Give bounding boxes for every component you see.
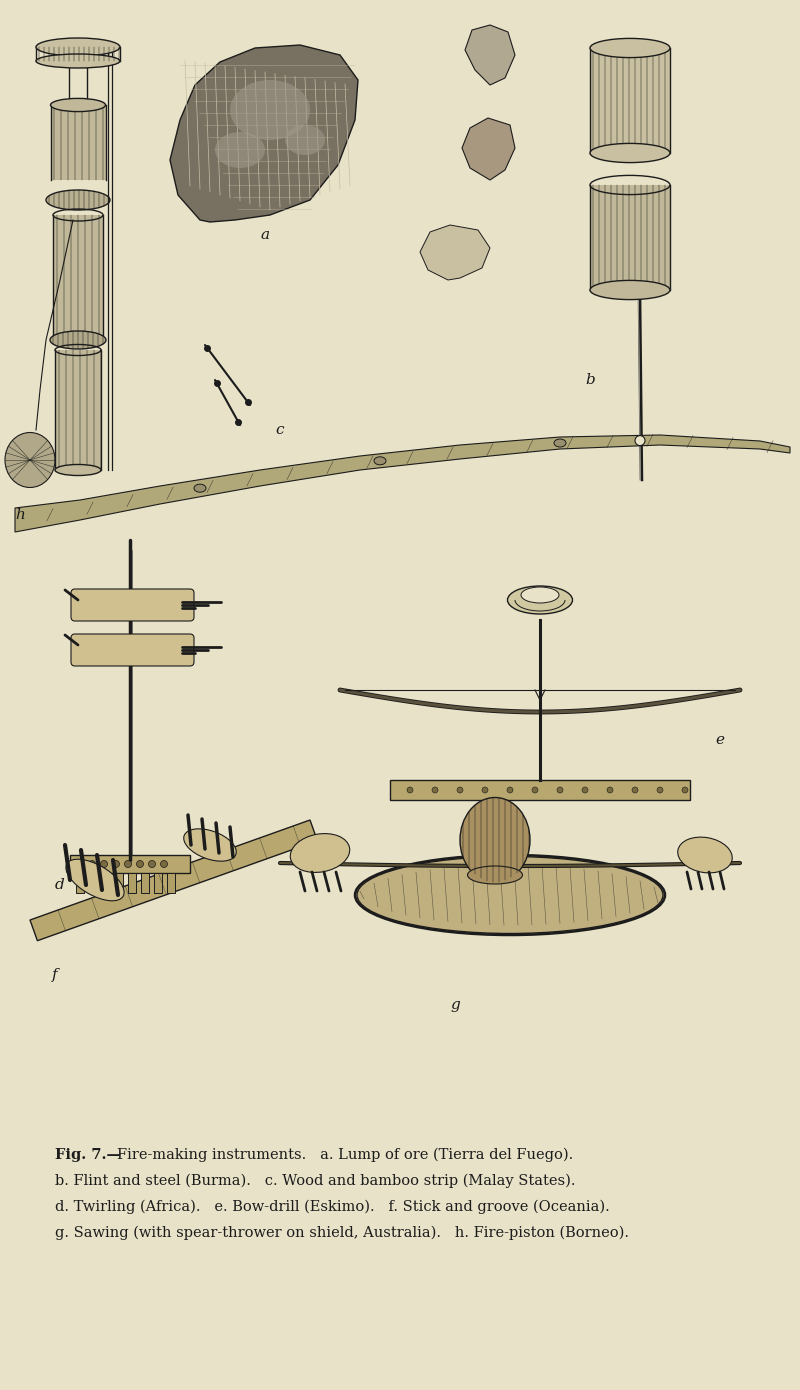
Circle shape [101,860,107,867]
Ellipse shape [467,866,522,884]
Text: g: g [450,998,460,1012]
Text: Fire-making instruments.   a. Lump of ore (Tierra del Fuego).: Fire-making instruments. a. Lump of ore … [117,1148,574,1162]
Ellipse shape [521,587,559,603]
Text: e: e [715,733,725,746]
Circle shape [557,787,563,794]
Text: c: c [276,423,284,436]
Bar [128,873,136,892]
Ellipse shape [36,54,120,68]
Bar [89,873,97,892]
Circle shape [607,787,613,794]
Bar [55,350,101,470]
Ellipse shape [215,132,265,168]
Bar [590,185,670,291]
Ellipse shape [5,432,55,488]
Ellipse shape [184,828,236,862]
Circle shape [137,860,143,867]
Ellipse shape [230,81,310,140]
Circle shape [407,787,413,794]
Bar [390,780,690,801]
Circle shape [532,787,538,794]
Polygon shape [170,44,358,222]
Circle shape [457,787,463,794]
FancyBboxPatch shape [71,634,194,666]
Polygon shape [30,820,318,941]
Polygon shape [462,118,515,179]
Ellipse shape [55,464,101,475]
Ellipse shape [374,457,386,464]
Bar [167,873,175,892]
Ellipse shape [50,331,106,349]
Bar [53,215,103,335]
Circle shape [125,860,131,867]
Ellipse shape [678,837,732,873]
Text: Fig. 7.—: Fig. 7.— [55,1148,121,1162]
Polygon shape [465,25,515,85]
Ellipse shape [460,798,530,883]
Bar [154,873,162,892]
Circle shape [161,860,167,867]
Text: h: h [15,507,25,523]
Circle shape [149,860,155,867]
Ellipse shape [36,38,120,56]
Bar [141,873,149,892]
Bar [50,106,106,179]
Circle shape [657,787,663,794]
Ellipse shape [590,281,670,300]
Text: g. Sawing (with spear-thrower on shield, Australia).   h. Fire-piston (Borneo).: g. Sawing (with spear-thrower on shield,… [55,1226,629,1240]
Circle shape [682,787,688,794]
Circle shape [89,860,95,867]
Text: b. Flint and steel (Burma).   c. Wood and bamboo strip (Malay States).: b. Flint and steel (Burma). c. Wood and … [55,1173,575,1188]
Ellipse shape [355,855,665,935]
Ellipse shape [590,39,670,57]
Ellipse shape [507,587,573,614]
Bar [70,855,190,873]
Bar [115,873,123,892]
Ellipse shape [46,190,110,210]
Circle shape [632,787,638,794]
Bar [102,873,110,892]
Circle shape [582,787,588,794]
Ellipse shape [590,143,670,163]
Circle shape [507,787,513,794]
Bar [76,873,84,892]
Bar [590,49,670,153]
FancyBboxPatch shape [71,589,194,621]
Text: f: f [52,967,58,981]
Ellipse shape [194,484,206,492]
Circle shape [482,787,488,794]
Polygon shape [15,435,790,532]
Ellipse shape [554,439,566,448]
Text: b: b [585,373,595,386]
Text: a: a [261,228,270,242]
Circle shape [635,435,645,446]
Polygon shape [420,225,490,279]
Ellipse shape [285,125,325,156]
Ellipse shape [290,834,350,873]
Circle shape [113,860,119,867]
Ellipse shape [66,859,124,901]
Ellipse shape [50,99,106,111]
Circle shape [432,787,438,794]
Text: d: d [55,878,65,892]
Text: d. Twirling (Africa).   e. Bow-drill (Eskimo).   f. Stick and groove (Oceania).: d. Twirling (Africa). e. Bow-drill (Eski… [55,1200,610,1215]
